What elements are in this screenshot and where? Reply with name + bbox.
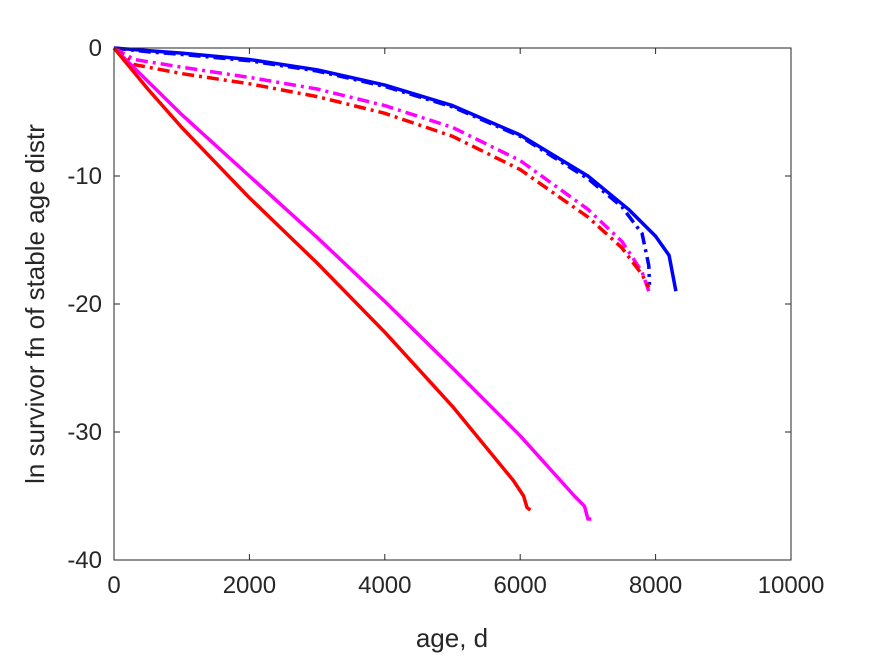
series-line-1 [113,46,678,292]
x-axis-title: age, d [416,623,488,653]
y-axis-title: ln survivor fn of stable age distr [20,124,50,484]
y-tick-label: -20 [67,291,102,318]
tick-layer: 0 2000 4000 6000 8000 10000 0 -10 -20 -30 -40 [67,35,824,599]
x-tick-label: 6000 [494,572,547,599]
series-line-4 [112,46,651,289]
plot-area-frame [113,47,792,561]
x-tick-label: 4000 [358,572,411,599]
series-layer [112,46,678,521]
y-tick-label: -30 [67,419,102,446]
series-line-6 [112,46,532,512]
y-tick-label: 0 [89,35,102,62]
y-tick-label: -10 [67,163,102,190]
y-tick-label: -40 [67,547,102,574]
x-tick-label: 0 [107,572,120,599]
series-line-3 [113,46,651,292]
x-tick-label: 8000 [629,572,682,599]
x-tick-label: 10000 [758,572,825,599]
series-line-2 [113,46,652,285]
series-line-5 [112,46,592,521]
x-tick-label: 2000 [223,572,276,599]
